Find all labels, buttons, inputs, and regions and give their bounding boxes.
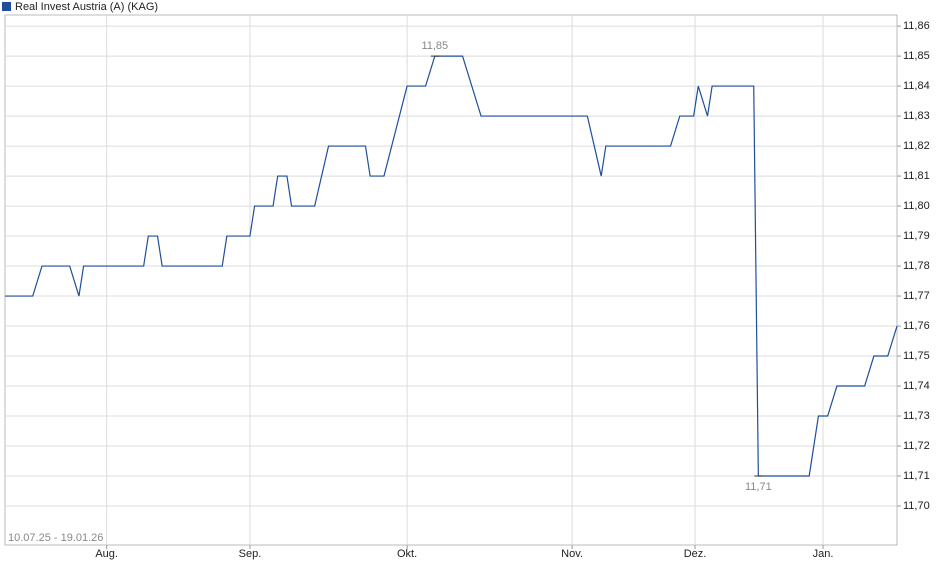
y-tick-label: 11,78 (903, 260, 930, 272)
y-tick-label: 11,83 (903, 110, 930, 122)
y-tick-label: 11,76 (903, 320, 930, 332)
y-tick-label: 11,73 (903, 410, 930, 422)
y-tick-label: 11,80 (903, 200, 930, 212)
x-tick-label: Nov. (561, 548, 583, 560)
annotation-label: 11,71 (745, 481, 772, 493)
x-tick-label: Sep. (239, 548, 262, 560)
y-tick-label: 11,82 (903, 140, 930, 152)
y-tick-label: 11,75 (903, 350, 930, 362)
y-tick-label: 11,72 (903, 440, 930, 452)
y-tick-label: 11,85 (903, 50, 930, 62)
y-tick-label: 11,77 (903, 290, 930, 302)
x-tick-label: Aug. (95, 548, 118, 560)
x-tick-label: Dez. (684, 548, 707, 560)
x-tick-label: Okt. (397, 548, 417, 560)
y-tick-label: 11,84 (903, 80, 930, 92)
x-tick-label: Jan. (813, 548, 834, 560)
line-series (5, 55, 898, 477)
y-tick-label: 11,86 (903, 20, 930, 32)
y-tick-label: 11,81 (903, 170, 930, 182)
plot-frame (4, 14, 898, 546)
legend-label: Real Invest Austria (A) (KAG) (15, 1, 158, 13)
annotation-label: 11,85 (421, 40, 448, 52)
legend-swatch (2, 2, 11, 11)
y-tick-label: 11,74 (903, 380, 930, 392)
y-tick-label: 11,79 (903, 230, 930, 242)
y-tick-label: 11,70 (903, 500, 930, 512)
y-tick-label: 11,71 (903, 470, 930, 482)
date-range: 10.07.25 - 19.01.26 (8, 532, 103, 544)
